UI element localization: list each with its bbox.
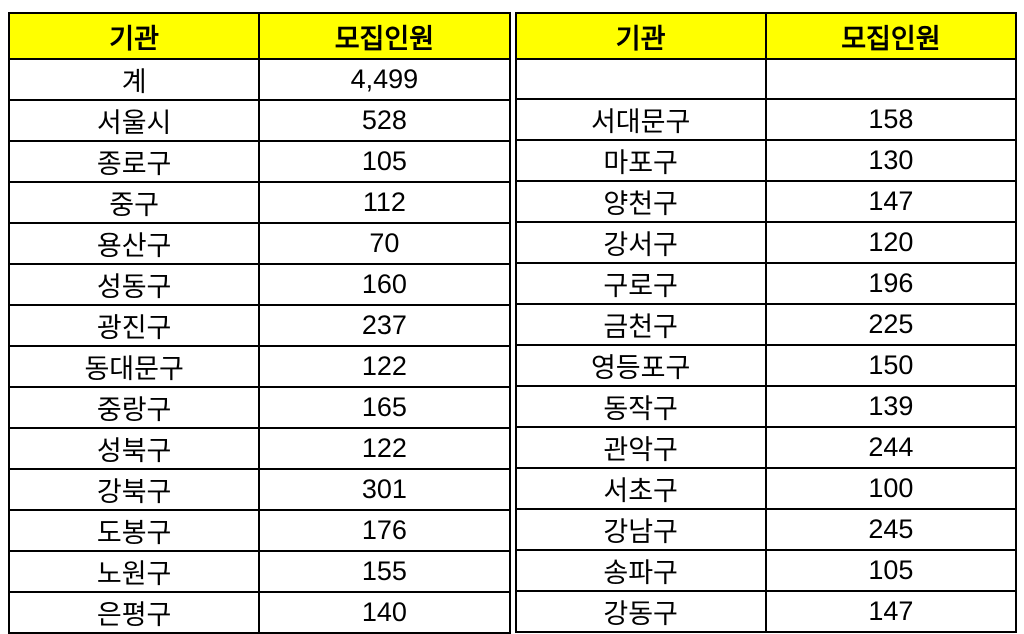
count-cell: 105 [766,550,1016,591]
count-cell: 4,499 [259,59,509,100]
org-cell: 강북구 [9,469,259,510]
org-cell: 송파구 [516,550,766,591]
count-cell: 176 [259,510,509,551]
count-cell: 158 [766,99,1016,140]
org-cell: 노원구 [9,551,259,592]
org-cell: 중랑구 [9,387,259,428]
org-cell: 서울시 [9,100,259,141]
org-cell: 동작구 [516,386,766,427]
org-cell: 구로구 [516,263,766,304]
count-cell: 120 [766,222,1016,263]
org-cell: 성동구 [9,264,259,305]
count-cell: 112 [259,182,509,223]
org-cell: 용산구 [9,223,259,264]
org-cell: 서대문구 [516,99,766,140]
count-cell: 140 [259,592,509,633]
count-cell: 150 [766,345,1016,386]
header-row: 기관 모집인원 [516,13,1017,59]
count-cell: 155 [259,551,509,592]
org-cell: 양천구 [516,181,766,222]
count-cell: 105 [259,141,509,182]
count-cell: 147 [766,591,1016,632]
org-cell: 영등포구 [516,345,766,386]
org-cell: 계 [9,59,259,100]
org-cell: 서초구 [516,468,766,509]
count-cell: 100 [766,468,1016,509]
org-cell: 동대문구 [9,346,259,387]
org-cell: 강동구 [516,591,766,632]
count-cell: 196 [766,263,1016,304]
count-cell: 301 [259,469,509,510]
count-cell: 122 [259,428,509,469]
org-cell: 종로구 [9,141,259,182]
org-cell: 금천구 [516,304,766,345]
right-org-column-header: 기관 [516,13,766,59]
org-cell: 광진구 [9,305,259,346]
count-cell: 225 [766,304,1016,345]
org-cell: 은평구 [9,592,259,633]
org-cell: 성북구 [9,428,259,469]
org-cell: 중구 [9,182,259,223]
left-org-column-header: 기관 [9,13,259,59]
header-row: 기관 모집인원 [9,13,510,59]
count-cell: 528 [259,100,509,141]
org-cell: 관악구 [516,427,766,468]
org-cell: 강남구 [516,509,766,550]
count-cell: 237 [259,305,509,346]
table-row [516,59,1017,99]
count-cell: 160 [259,264,509,305]
right-count-column-header: 모집인원 [766,13,1016,59]
count-cell: 244 [766,427,1016,468]
count-cell: 147 [766,181,1016,222]
org-cell [516,59,766,99]
org-cell: 강서구 [516,222,766,263]
count-cell: 245 [766,509,1016,550]
count-cell: 139 [766,386,1016,427]
count-cell: 165 [259,387,509,428]
count-cell: 130 [766,140,1016,181]
count-cell [766,59,1016,99]
org-cell: 도봉구 [9,510,259,551]
left-count-column-header: 모집인원 [259,13,509,59]
count-cell: 70 [259,223,509,264]
count-cell: 122 [259,346,509,387]
org-cell: 마포구 [516,140,766,181]
